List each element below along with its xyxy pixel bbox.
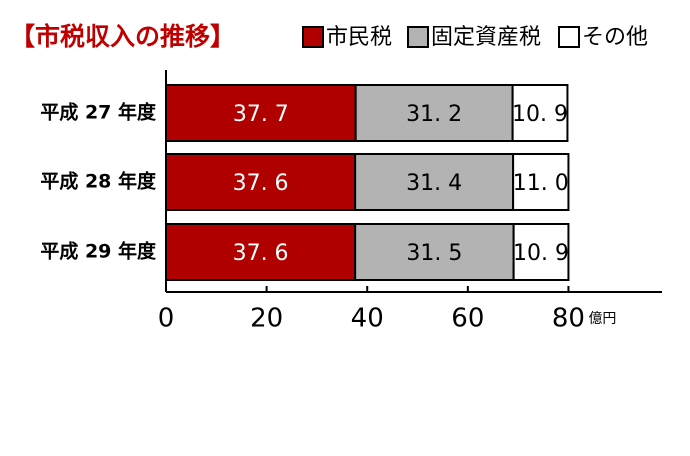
bar-segment [354,223,515,281]
x-tick-label: 80 [552,304,585,334]
value-label: 11. 0 [513,171,569,196]
x-tick-label: 40 [351,304,384,334]
x-unit-label: 億円 [588,311,616,327]
legend-label: その他 [582,25,648,50]
y-tick-label: 平成 27 年度 [40,101,157,124]
bar-segment [165,84,357,142]
y-tick-label: 平成 29 年度 [40,240,157,263]
legend-label: 市民税 [326,25,392,50]
x-tick-label: 60 [451,304,484,334]
value-label: 31. 4 [406,171,462,196]
bar-segment [512,153,570,211]
legend-swatch [302,26,324,48]
value-label: 10. 9 [512,102,568,127]
x-tick-label: 0 [158,304,175,334]
bar-segment [354,84,514,142]
value-label: 37. 7 [233,102,289,127]
x-tick-label: 20 [250,304,283,334]
y-tick-label: 平成 28 年度 [40,170,157,193]
bar-segment [354,153,515,211]
bar-segment [511,84,569,142]
legend-swatch [407,26,429,48]
chart-title: 【市税収入の推移】 [10,22,235,51]
value-label: 37. 6 [233,171,289,196]
bar-segment [512,223,570,281]
value-label: 31. 5 [406,241,462,266]
bar-segment [165,223,357,281]
value-label: 10. 9 [513,241,569,266]
value-label: 37. 6 [233,241,289,266]
legend-label: 固定資産税 [431,25,541,50]
legend-swatch [558,26,580,48]
value-label: 31. 2 [406,102,462,127]
